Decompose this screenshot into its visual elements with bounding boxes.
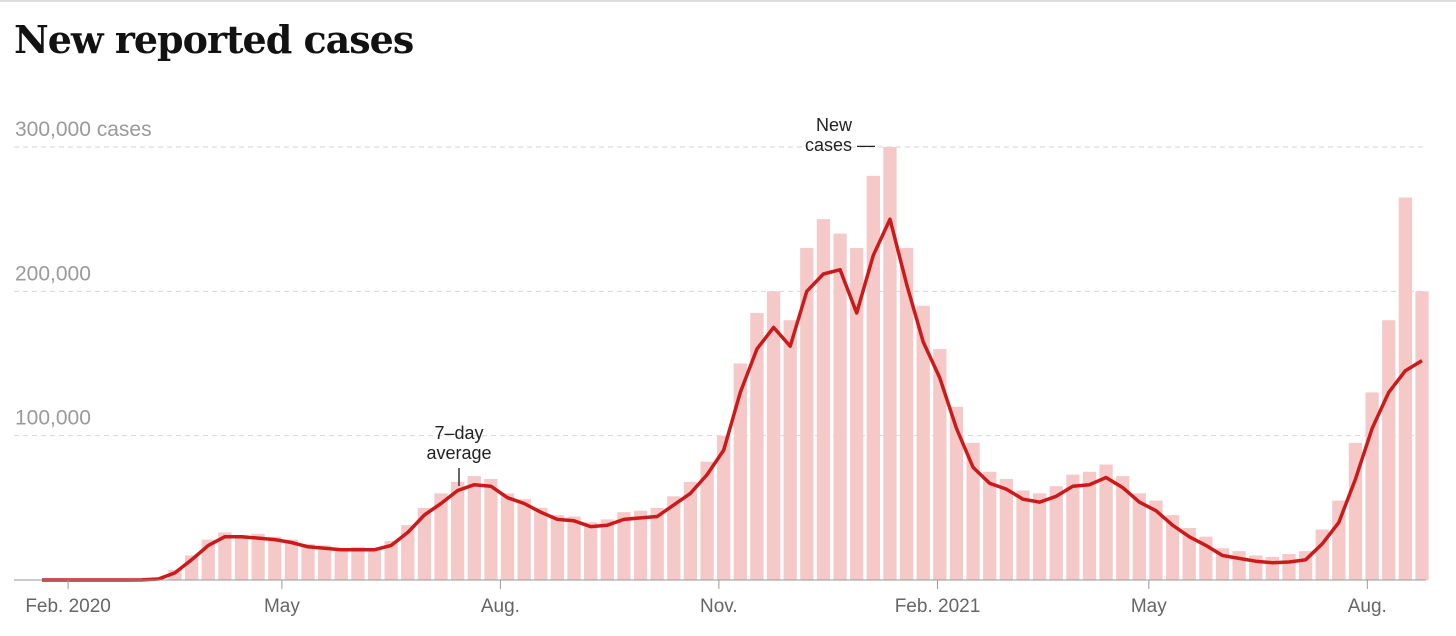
annotation: cases — xyxy=(805,135,875,155)
annotation: 7–day xyxy=(434,423,483,443)
bar xyxy=(899,248,914,581)
bar xyxy=(168,569,182,580)
bar xyxy=(983,471,997,580)
bar xyxy=(218,532,232,580)
bar xyxy=(1116,476,1130,580)
x-tick-label: May xyxy=(1131,596,1167,617)
bar xyxy=(301,543,315,580)
bar xyxy=(550,515,565,580)
bar xyxy=(401,525,415,580)
bar xyxy=(1382,320,1396,580)
bar xyxy=(949,406,964,580)
bar xyxy=(866,175,880,580)
bar xyxy=(916,305,930,580)
bar xyxy=(800,248,814,581)
bar xyxy=(667,496,681,580)
bar xyxy=(1032,493,1047,580)
bar xyxy=(384,541,398,580)
x-tick-label: May xyxy=(264,596,300,617)
bar xyxy=(1066,474,1080,580)
bar xyxy=(1082,471,1097,580)
bar xyxy=(251,533,265,580)
bar xyxy=(1332,500,1346,580)
x-tick-label: Feb. 2020 xyxy=(25,596,111,617)
bar xyxy=(933,349,947,580)
bar xyxy=(833,233,847,580)
bar xyxy=(883,147,897,580)
bar xyxy=(451,481,465,580)
y-tick-label: 100,000 xyxy=(15,407,91,430)
bars xyxy=(135,147,1429,581)
bar xyxy=(1016,490,1030,580)
bar xyxy=(717,435,731,580)
bar xyxy=(234,535,249,580)
bar xyxy=(318,545,332,580)
bar xyxy=(467,476,481,580)
bar xyxy=(417,507,432,580)
bar xyxy=(1398,197,1413,580)
bar xyxy=(600,519,614,580)
bar xyxy=(650,507,664,580)
bar xyxy=(1165,515,1180,580)
bar xyxy=(700,461,714,580)
bar xyxy=(766,291,781,580)
bar xyxy=(1415,291,1429,580)
bar xyxy=(633,510,648,580)
bar xyxy=(1132,493,1146,580)
bar xyxy=(484,478,498,580)
bar xyxy=(268,536,282,580)
x-tick-label: Nov. xyxy=(700,596,738,617)
bar xyxy=(534,507,548,580)
bar xyxy=(850,248,864,581)
bar xyxy=(683,481,698,580)
bar xyxy=(1348,442,1363,580)
bar xyxy=(517,499,531,580)
x-tick-label: Aug. xyxy=(1348,596,1387,617)
bar xyxy=(567,516,581,580)
bar xyxy=(783,320,797,580)
bar xyxy=(1099,464,1113,580)
bar xyxy=(584,522,598,580)
x-tick-label: Aug. xyxy=(481,596,520,617)
y-tick-label: 300,000 cases xyxy=(15,118,152,141)
bar xyxy=(284,539,299,580)
grid: 100,000 200,000 300,000 cases xyxy=(14,118,1426,437)
bar xyxy=(816,219,831,580)
bar xyxy=(1182,528,1196,580)
annotation: average xyxy=(426,443,491,463)
bar xyxy=(1149,500,1163,580)
bar xyxy=(1265,556,1280,580)
line xyxy=(42,217,1423,582)
bar xyxy=(617,512,631,580)
bar xyxy=(434,493,448,580)
annotation: New xyxy=(816,115,853,135)
bar xyxy=(1282,554,1296,580)
bar xyxy=(966,442,980,580)
bar xyxy=(1232,551,1246,580)
bar xyxy=(1049,486,1063,580)
x-tick-label: Feb. 2021 xyxy=(895,596,981,617)
y-tick-label: 200,000 xyxy=(15,262,91,285)
bar xyxy=(750,312,764,580)
bar xyxy=(351,546,365,580)
bar xyxy=(733,363,747,580)
bar xyxy=(999,478,1013,580)
chart-title: New reported cases xyxy=(14,17,413,62)
axes: Feb. 2020 May Aug. Nov. Feb. 2021 May Aug. xyxy=(14,579,1426,617)
lines xyxy=(42,217,1423,582)
bar xyxy=(334,548,348,580)
bar xyxy=(500,493,515,580)
bar xyxy=(367,548,382,580)
